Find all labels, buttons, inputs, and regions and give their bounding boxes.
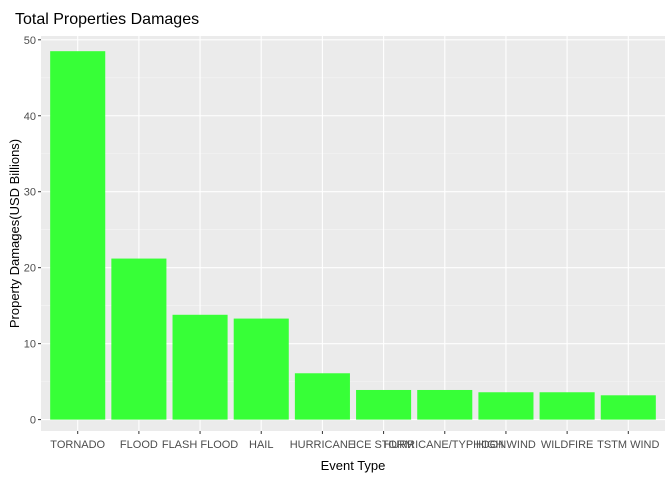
bars	[50, 51, 656, 420]
y-tick-label: 0	[30, 415, 36, 427]
y-axis-ticks: 0 10 20 30 40 50	[24, 35, 41, 427]
x-tick-label: ICE STORM	[353, 439, 414, 451]
y-tick-label: 30	[24, 187, 36, 199]
x-axis-ticks: TORNADO FLOOD FLASH FLOOD HAIL HURRICANEICE …	[50, 431, 660, 451]
x-tick-label: WILDFIRE	[541, 439, 594, 451]
bar-flood	[111, 258, 167, 420]
y-tick-label: 10	[24, 339, 36, 351]
bar-high-wind	[478, 392, 534, 420]
y-tick-label: 20	[24, 263, 36, 275]
x-tick-label: TORNADO	[50, 439, 105, 451]
x-tick-label: FLASH FLOOD	[162, 439, 238, 451]
bar-tstm-wind	[600, 395, 656, 420]
y-tick-label: 50	[24, 35, 36, 47]
bar-hail	[233, 318, 289, 420]
bar-flash-flood	[172, 314, 228, 420]
x-tick-label: TSTM WIND	[597, 439, 659, 451]
y-axis-label: Property Damages(USD Billions)	[7, 139, 22, 328]
bar-hurricane	[294, 373, 350, 420]
x-tick-label: HAIL	[249, 439, 273, 451]
bar-wildfire	[539, 392, 595, 420]
chart-title: Total Properties Damages	[15, 11, 199, 28]
y-tick-label: 40	[24, 111, 36, 123]
x-tick-label: HIGH WIND	[476, 439, 536, 451]
x-tick-label: FLOOD	[120, 439, 158, 451]
x-tick-label: HURRICANE	[290, 439, 355, 451]
x-axis-label: Event Type	[321, 458, 386, 473]
bar-tornado	[50, 51, 106, 420]
x-tick-label: HURRICANE/TYPHOON	[383, 439, 506, 451]
bar-hurricane-typhoon	[417, 389, 473, 420]
bar-ice-storm	[356, 389, 412, 420]
